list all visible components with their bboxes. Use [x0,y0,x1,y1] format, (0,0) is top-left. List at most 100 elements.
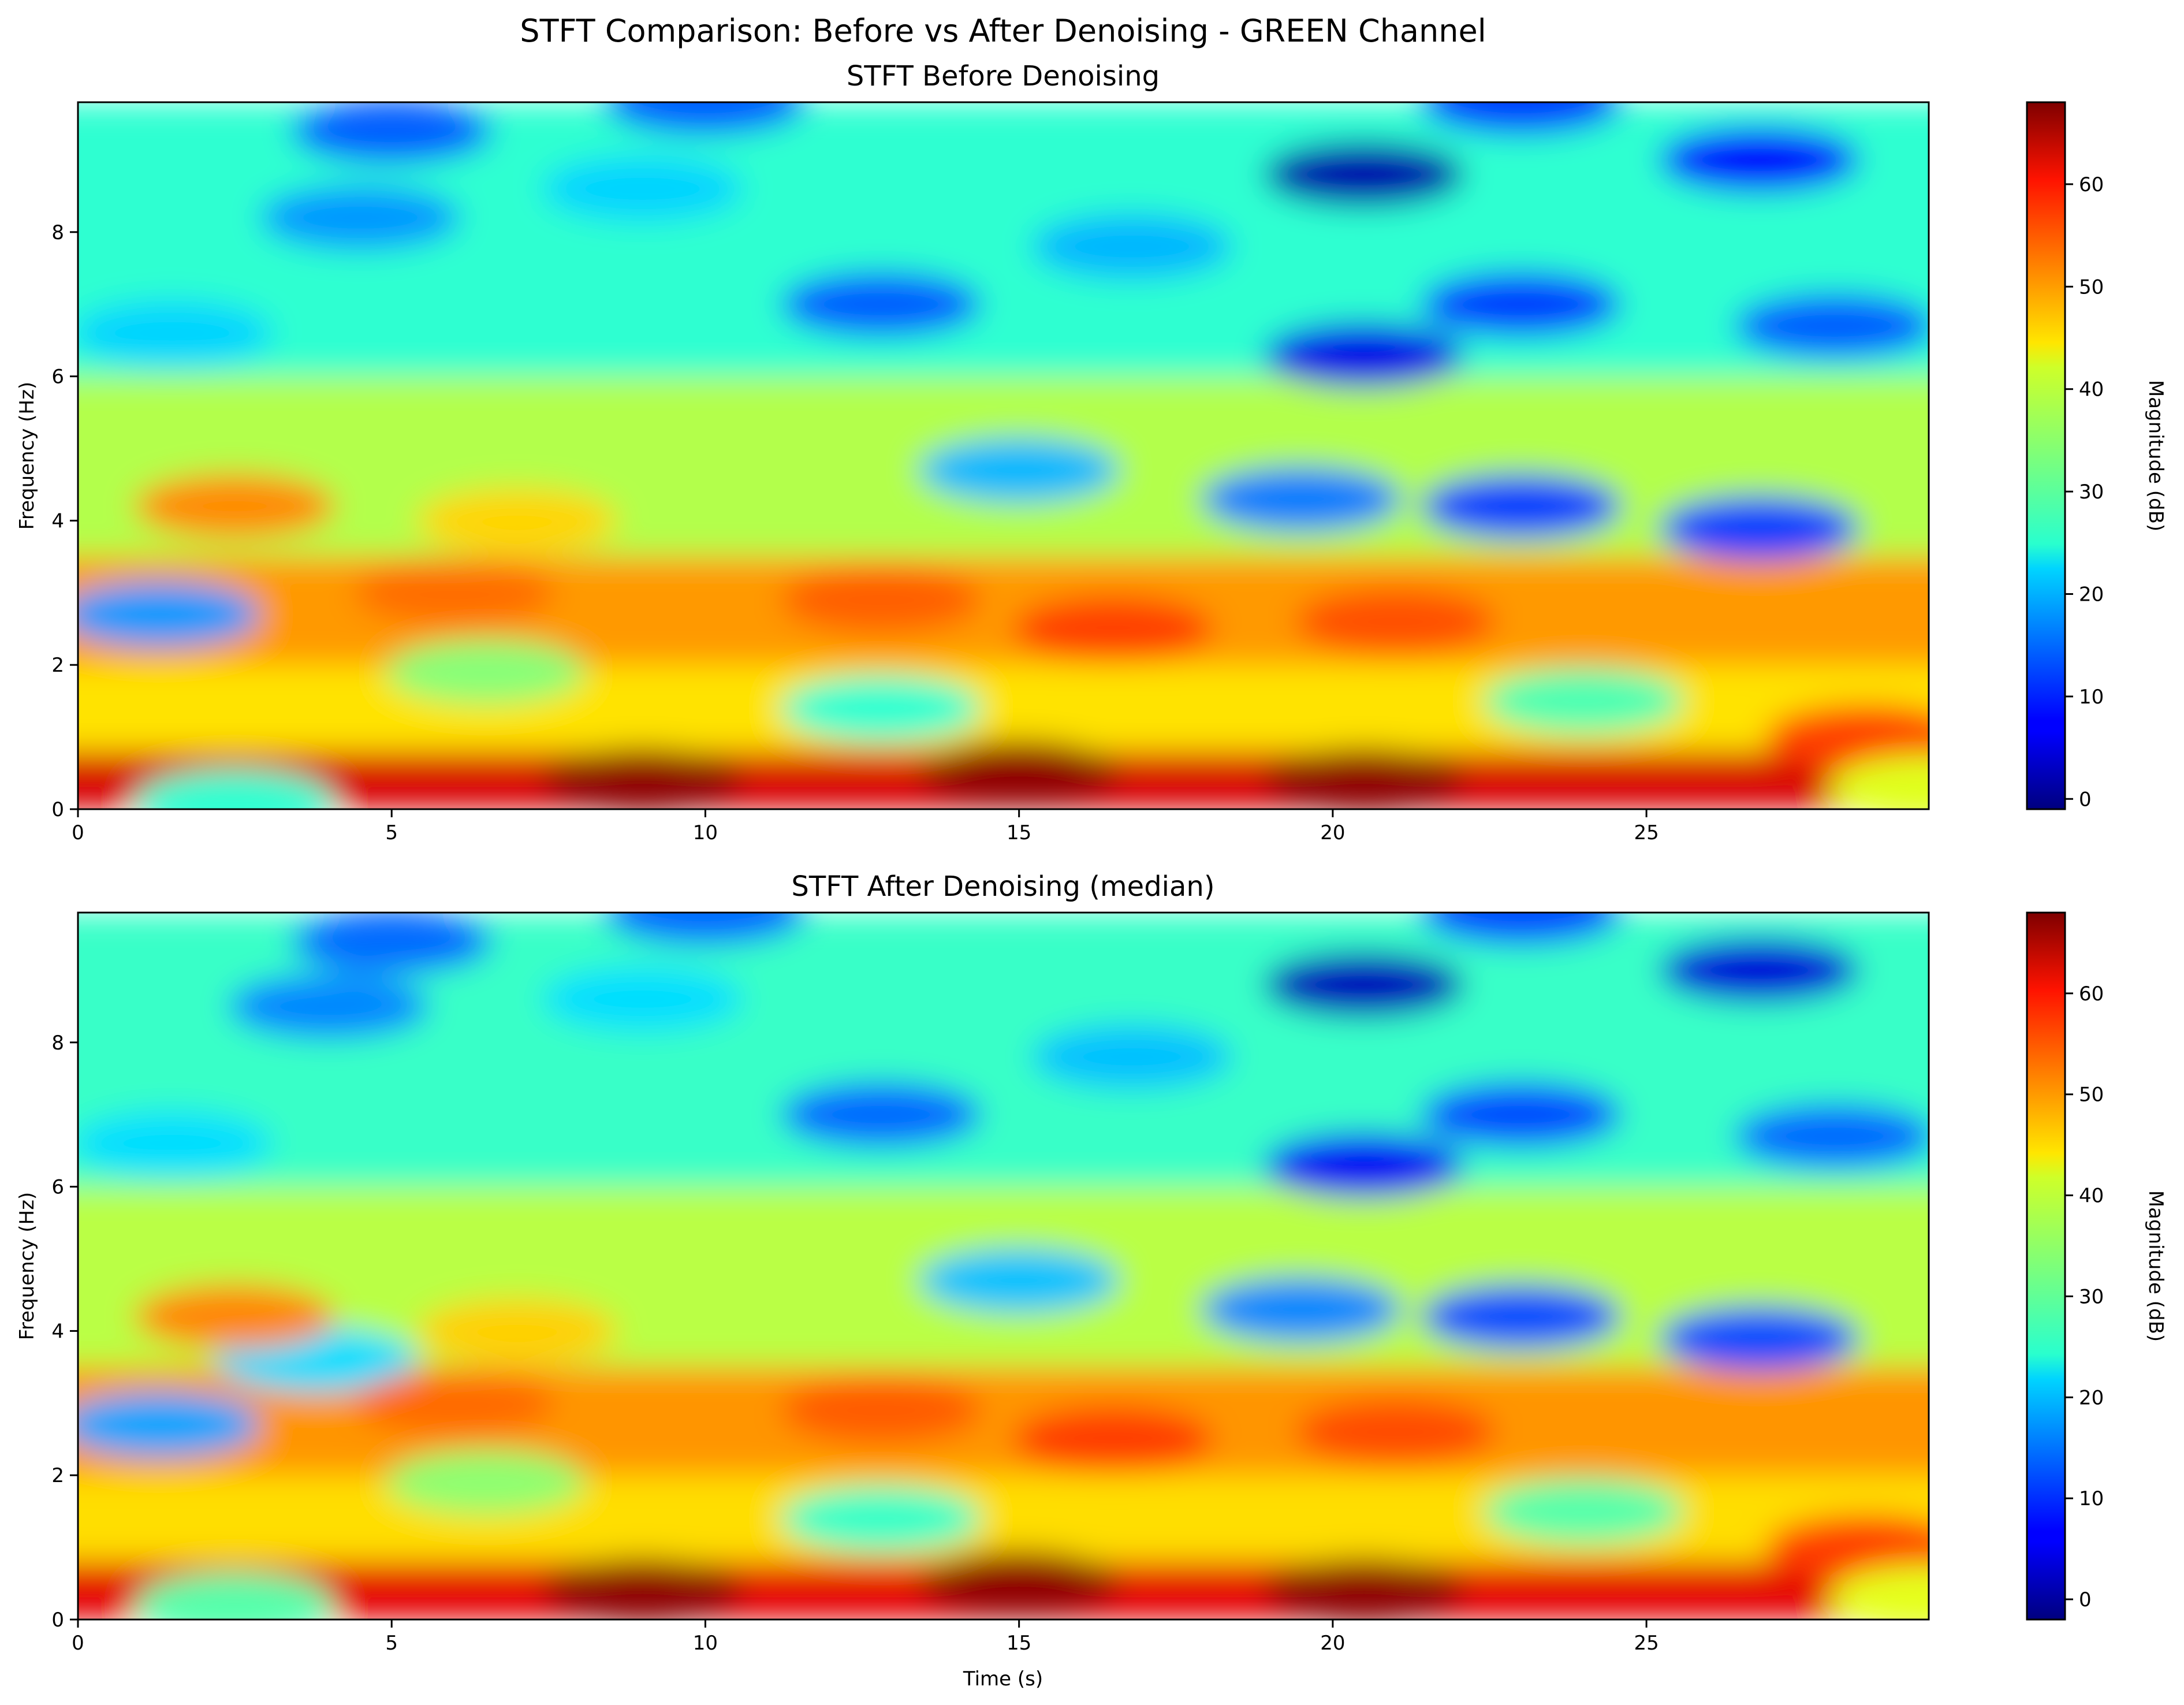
feature-after-4 [78,1111,273,1176]
x-tick-label: 0 [72,821,84,844]
feature-after-9 [1264,1132,1465,1198]
feature-before-27 [1012,596,1214,661]
feature-after-26 [1483,1479,1684,1544]
colorbar-label-before: Magnitude (dB) [2144,380,2167,531]
x-tick-label: 25 [1634,821,1659,844]
x-tick-label: 15 [1007,821,1031,844]
feature-after-3 [228,974,430,1039]
x-tick-label: 5 [385,1632,398,1655]
feature-after-5 [542,966,743,1032]
colorbar-before [2026,101,2066,810]
feature-after-23 [918,1551,1120,1616]
feature-before-15 [605,102,806,135]
feature-after-29 [1295,1399,1496,1465]
feature-before-10 [1420,271,1622,337]
feature-after-32 [780,1378,982,1443]
colorbar-ticks-after: 0 10 20 30 40 50 60 [2065,982,2104,1611]
y-axis-label-after: Frequency (Hz) [16,1192,39,1340]
y-tick-label: 6 [51,366,64,389]
feature-after-7 [918,1248,1120,1313]
feature-after-20 [416,1298,618,1364]
feature-after-10 [1420,1082,1622,1147]
colorbar-tick-label: 10 [2079,686,2104,709]
feature-before-28 [1295,589,1496,654]
colorbar-label-after: Magnitude (dB) [2144,1190,2167,1342]
band-before-2 [78,556,1929,665]
feature-before-12 [1659,495,1860,561]
x-tick-label: 0 [72,1632,84,1655]
x-tick-label: 10 [693,1632,718,1655]
y-tick-label: 6 [51,1176,64,1199]
feature-before-8 [1264,142,1465,207]
y-tick-label: 2 [51,654,64,677]
feature-before-16 [1421,102,1622,135]
y-tick-label: 0 [51,798,64,821]
feature-before-17 [1031,214,1233,280]
feature-after-15 [605,913,806,945]
feature-before-24 [780,675,982,741]
feature-after-31 [1828,1565,1929,1620]
x-tick-label: 5 [385,821,398,844]
heatmap-before [78,102,1929,809]
x-ticks-after: 0 5 10 15 20 25 [72,1620,1659,1655]
feature-before-6 [780,271,982,337]
plot-frame-after [77,911,1930,1621]
x-tick-label: 25 [1634,1632,1659,1655]
feature-after-27 [385,1450,587,1515]
colorbar-tick-label: 60 [2079,982,2104,1006]
feature-after-25 [780,1486,982,1551]
feature-before-25 [1483,668,1684,734]
feature-after-17 [1031,1024,1233,1089]
feature-before-20 [134,474,336,539]
feature-before-31 [780,567,982,632]
feature-after-13 [1659,937,1860,1003]
colorbar-tick-label: 20 [2079,583,2104,606]
y-tick-label: 4 [51,1320,64,1343]
feature-after-30 [1765,1514,1929,1580]
feature-before-14 [1734,293,1929,359]
feature-before-19 [416,488,618,553]
feature-before-3 [260,185,461,251]
x-tick-label: 20 [1320,821,1345,844]
feature-before-32 [354,560,555,626]
feature-before-5 [542,156,743,222]
y-ticks-after: 0 2 4 6 8 [51,1032,78,1632]
feature-before-22 [918,740,1120,806]
colorbar-tick-label: 10 [2079,1487,2104,1510]
feature-after-14 [1734,1103,1929,1169]
colorbar-tick-label: 40 [2079,378,2104,401]
feature-before-13 [1659,127,1860,193]
x-tick-label: 20 [1320,1632,1345,1655]
feature-after-1 [134,1572,336,1620]
feature-after-33 [354,1371,555,1436]
x-axis-label-after: Time (s) [963,1667,1043,1691]
y-axis-label-before: Frequency (Hz) [16,382,39,530]
colorbar-tick-label: 60 [2079,173,2104,196]
colorbar-tick-label: 40 [2079,1185,2104,1208]
heatmap-after [78,913,1929,1620]
panel-after: STFT After Denoising (median) 0 5 10 15 20 25… [16,870,2167,1691]
panel-before: STFT Before Denoising 0 5 10 15 20 25 0 2 4 6 8 F… [16,60,2167,844]
feature-after-22 [542,1558,743,1620]
feature-before-30 [1828,755,1929,809]
feature-after-24 [1264,1558,1464,1620]
feature-after-2 [291,913,492,974]
feature-after-28 [1012,1406,1214,1472]
x-tick-label: 15 [1007,1632,1031,1655]
colorbar-tick-label: 30 [2079,1285,2104,1308]
y-tick-label: 0 [51,1609,64,1632]
feature-before-7 [918,437,1120,503]
x-tick-label: 10 [693,821,718,844]
feature-before-23 [1264,747,1464,809]
feature-before-2 [291,102,492,164]
plot-frame-before [77,101,1930,810]
feature-before-11 [1420,474,1622,539]
y-tick-label: 4 [51,509,64,533]
feature-before-26 [385,639,587,705]
feature-after-11 [1420,1284,1622,1349]
feature-after-0 [78,1392,260,1457]
panel-after-title: STFT After Denoising (median) [791,870,1214,903]
feature-before-9 [1264,322,1465,388]
y-tick-label: 8 [51,1032,64,1055]
